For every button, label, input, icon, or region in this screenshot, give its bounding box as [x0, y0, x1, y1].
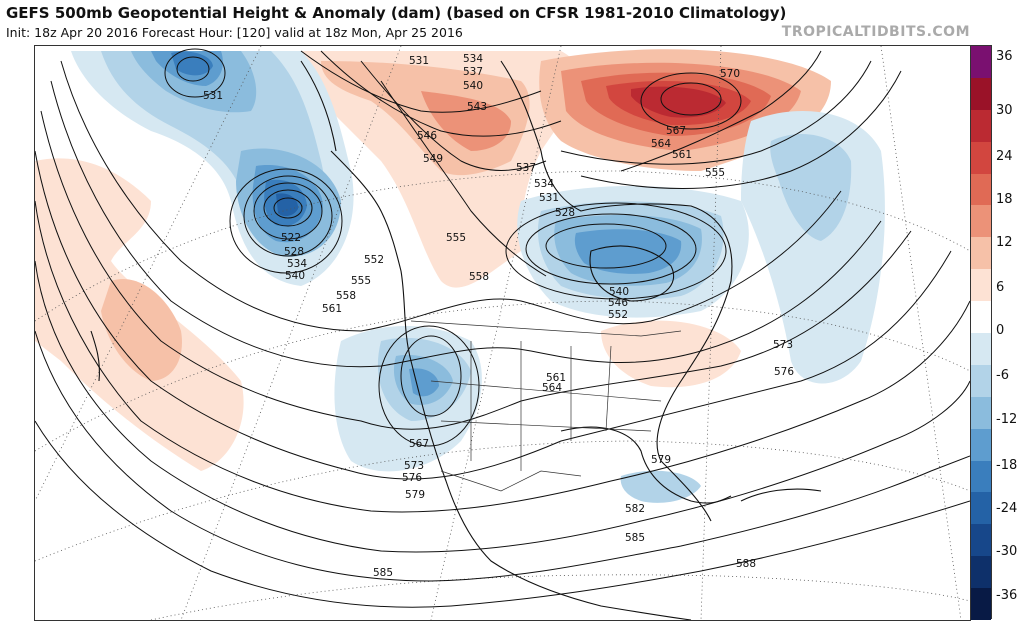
- contour-label: 537: [463, 66, 483, 78]
- colorbar-segment: [971, 428, 991, 462]
- brand-watermark: TROPICALTIDBITS.COM: [781, 24, 970, 40]
- colorbar-tick-label: 12: [996, 235, 1013, 250]
- contour-label: 567: [409, 438, 429, 450]
- contour-label: 522: [281, 232, 301, 244]
- contour-label: 561: [546, 372, 566, 384]
- negative-anomaly-shading: [71, 51, 885, 503]
- colorbar-tick-label: 36: [996, 49, 1013, 64]
- colorbar-tick-label: 0: [996, 323, 1005, 338]
- contour-label: 540: [285, 270, 305, 282]
- contour-label: 552: [608, 309, 628, 321]
- colorbar-segment: [971, 109, 991, 143]
- colorbar-tick-label: 6: [996, 280, 1005, 295]
- contour-label: 531: [539, 192, 559, 204]
- contour-label: 531: [203, 90, 223, 102]
- contour-label: 534: [463, 53, 483, 65]
- colorbar-segment: [971, 492, 991, 525]
- contour-label: 558: [469, 271, 489, 283]
- contour-label: 546: [608, 297, 628, 309]
- colorbar-segment: [971, 269, 991, 302]
- colorbar-segment: [971, 556, 991, 589]
- contour-label: 543: [467, 101, 487, 113]
- colorbar-tick-label: -30: [996, 544, 1018, 559]
- contour-label: 534: [534, 178, 554, 190]
- colorbar-segment: [971, 364, 991, 398]
- contour-label: 579: [405, 489, 425, 501]
- contour-label: 549: [423, 153, 443, 165]
- colorbar-segment: [971, 460, 991, 493]
- height-contours: [35, 48, 970, 608]
- colorbar-tick-label: -12: [996, 412, 1018, 427]
- contour-label: 585: [373, 567, 393, 579]
- contour-label: 561: [672, 149, 692, 161]
- map-panel: 531 522 528 534 540 552 555 558 561 531 534 537 540 5…: [34, 45, 971, 621]
- contour-label: 537: [516, 162, 536, 174]
- contour-label: 534: [287, 258, 307, 270]
- contour-label: 555: [351, 275, 371, 287]
- contour-label: 570: [720, 68, 740, 80]
- contour-label: 582: [625, 503, 645, 515]
- colorbar-segment: [971, 396, 991, 430]
- contour-label: 555: [446, 232, 466, 244]
- map-subtitle: Init: 18z Apr 20 2016 Forecast Hour: [12…: [6, 25, 463, 40]
- contour-label: 558: [336, 290, 356, 302]
- colorbar-tick-label: -18: [996, 458, 1018, 473]
- contour-label: 552: [364, 254, 384, 266]
- colorbar-segment: [971, 588, 991, 621]
- contour-label: 561: [322, 303, 342, 315]
- colorbar-segment: [971, 237, 991, 270]
- colorbar-segment: [971, 141, 991, 175]
- contour-label: 528: [555, 207, 575, 219]
- political-borders: [410, 320, 682, 492]
- contour-label: 531: [409, 55, 429, 67]
- contour-label: 576: [774, 366, 794, 378]
- colorbar-segment: [971, 173, 991, 206]
- colorbar-tick-label: -6: [996, 368, 1009, 383]
- contour-label: 528: [284, 246, 304, 258]
- colorbar-tick-label: 18: [996, 192, 1013, 207]
- contour-label: 540: [463, 80, 483, 92]
- contour-label: 573: [404, 460, 424, 472]
- colorbar-segment: [971, 205, 991, 238]
- contour-label: 585: [625, 532, 645, 544]
- colorbar-segment: [971, 301, 991, 334]
- contour-label: 546: [417, 130, 437, 142]
- colorbar-tick-label: 24: [996, 149, 1013, 164]
- contour-label: 564: [651, 138, 671, 150]
- anomaly-colorbar: [970, 45, 992, 621]
- contour-label: 579: [651, 454, 671, 466]
- contour-label: 540: [609, 286, 629, 298]
- contour-label: 567: [666, 125, 686, 137]
- colorbar-tick-label: -24: [996, 501, 1018, 516]
- colorbar-tick-label: 30: [996, 103, 1013, 118]
- positive-anomaly-shading: [35, 49, 831, 472]
- graticule: [35, 46, 970, 620]
- colorbar-segment: [971, 524, 991, 557]
- colorbar-segment: [971, 46, 991, 79]
- contour-label: 588: [736, 558, 756, 570]
- contour-label: 573: [773, 339, 793, 351]
- colorbar-tick-label: -36: [996, 588, 1018, 603]
- map-title: GEFS 500mb Geopotential Height & Anomaly…: [6, 4, 787, 22]
- colorbar-segment: [971, 77, 991, 111]
- contour-label: 564: [542, 382, 562, 394]
- contour-label: 555: [705, 167, 725, 179]
- contour-label: 576: [402, 472, 422, 484]
- colorbar-segment: [971, 333, 991, 366]
